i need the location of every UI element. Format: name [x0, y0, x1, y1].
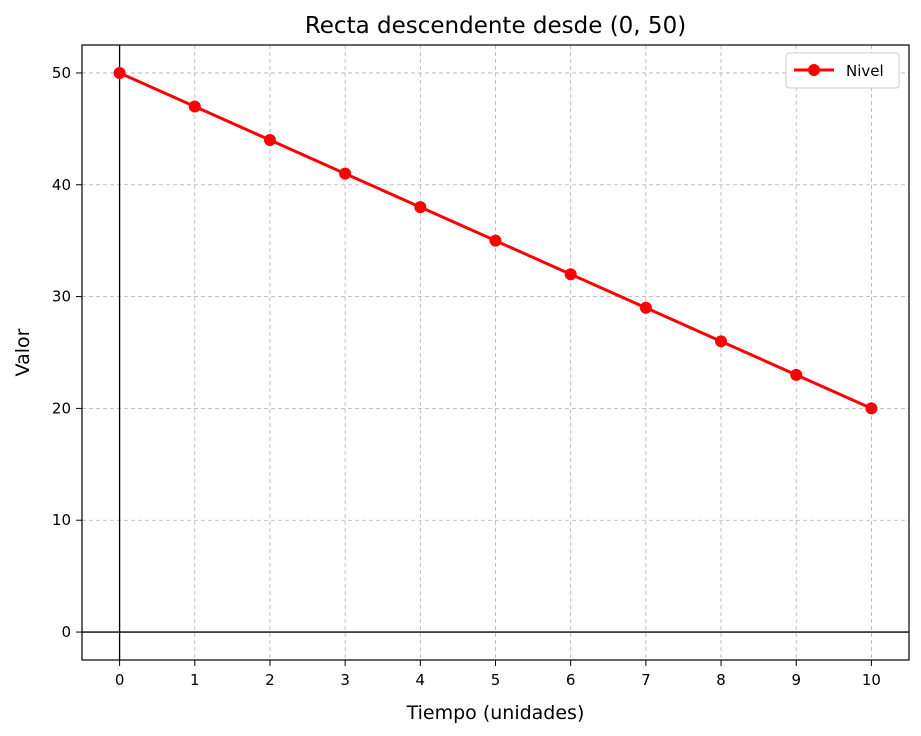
y-axis-label: Valor	[12, 328, 34, 376]
y-tick-label: 20	[52, 399, 71, 417]
x-tick-label: 3	[340, 671, 350, 689]
x-axis-label: Tiempo (unidades)	[406, 702, 585, 724]
x-tick-label: 5	[491, 671, 501, 689]
x-tick-label: 9	[791, 671, 801, 689]
y-tick-label: 40	[52, 176, 71, 194]
chart-title: Recta descendente desde (0, 50)	[305, 13, 686, 39]
x-tick-label: 4	[416, 671, 426, 689]
data-point	[715, 335, 728, 348]
x-tick-label: 2	[265, 671, 275, 689]
y-ticks: 0 10 20 30 40 50	[52, 64, 82, 641]
y-tick-label: 0	[61, 623, 71, 641]
data-point	[339, 167, 352, 180]
data-point	[263, 134, 276, 147]
x-tick-label: 6	[566, 671, 576, 689]
x-tick-label: 0	[115, 671, 125, 689]
x-tick-label: 8	[716, 671, 726, 689]
data-point	[865, 402, 878, 415]
reference-lines	[82, 45, 909, 660]
series-layer	[113, 66, 878, 415]
data-point	[639, 301, 652, 314]
x-tick-label: 7	[641, 671, 651, 689]
y-tick-label: 50	[52, 64, 71, 82]
data-point	[414, 201, 427, 214]
legend: Nivel	[785, 52, 900, 89]
legend-box	[785, 52, 900, 89]
data-point	[790, 368, 803, 381]
y-tick-label: 30	[52, 288, 71, 306]
data-point	[489, 234, 502, 247]
data-point	[188, 100, 201, 113]
legend-marker-icon	[808, 64, 820, 76]
x-tick-label: 10	[862, 671, 881, 689]
x-ticks: 0 1 2 3 4 5 6 7 8 9 10	[115, 660, 881, 689]
data-point	[113, 66, 126, 79]
x-tick-label: 1	[190, 671, 200, 689]
y-tick-label: 10	[52, 511, 71, 529]
data-point	[564, 268, 577, 281]
legend-entry-label: Nivel	[846, 62, 884, 80]
